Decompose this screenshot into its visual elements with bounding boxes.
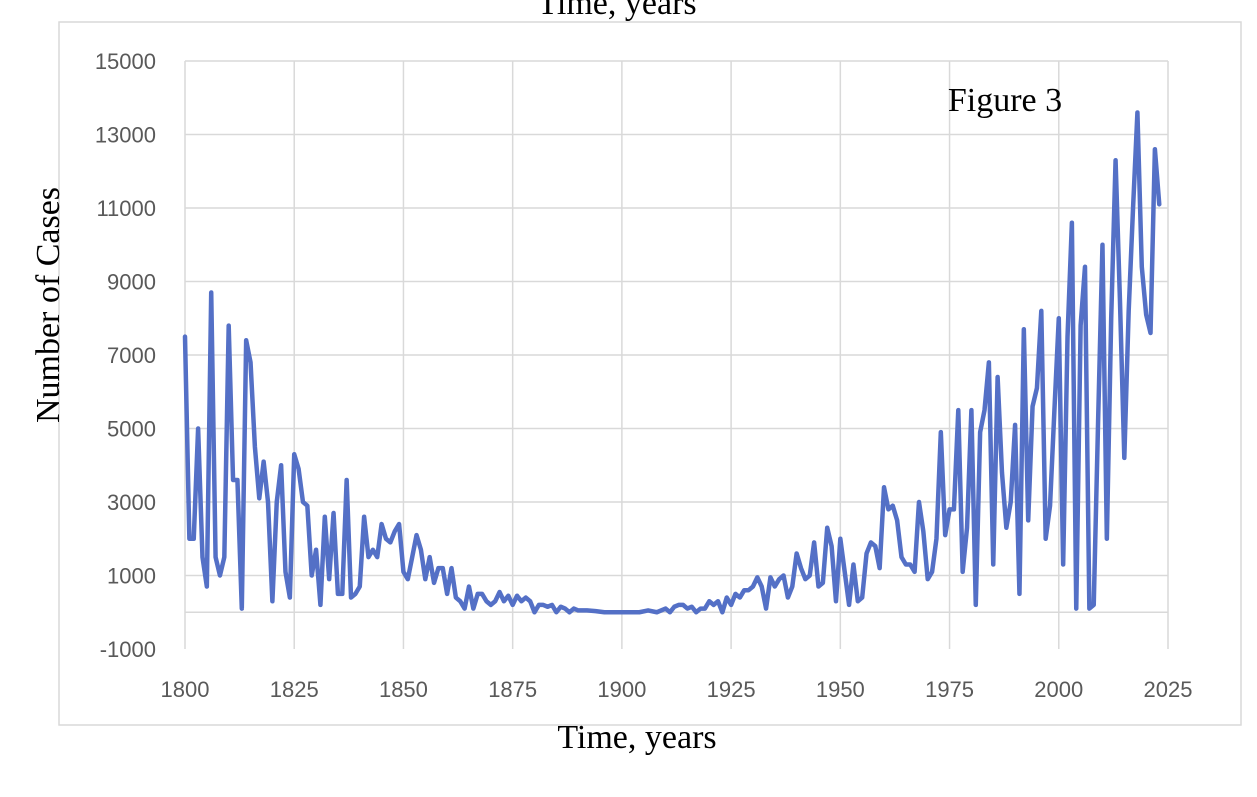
y-tick-label: 3000 [107, 490, 156, 515]
figure-annotation: Figure 3 [948, 82, 1062, 119]
x-tick-label: 2025 [1144, 677, 1193, 702]
x-tick-label: 1900 [597, 677, 646, 702]
gridlines [184, 60, 1169, 649]
y-tick-label: 7000 [107, 343, 156, 368]
y-tick-label: 1000 [107, 564, 156, 589]
x-tick-label: 1975 [925, 677, 974, 702]
x-axis-label: Time, years [557, 719, 716, 756]
x-tick-label: 2000 [1034, 677, 1083, 702]
y-axis-ticks: -1000 1000 3000 5000 7000 9000 11000 13000 15000 [95, 49, 156, 662]
y-tick-label: 13000 [95, 123, 156, 148]
y-tick-label: -1000 [100, 637, 156, 662]
y-tick-label: 11000 [96, 196, 156, 221]
x-axis-ticks: 1800 1825 1850 1875 1900 1925 1950 1975 2000 2025 [161, 677, 1193, 702]
y-tick-label: 9000 [107, 270, 156, 295]
chart-area-border [58, 21, 1242, 726]
y-tick-label: 15000 [95, 49, 156, 74]
y-tick-label: 5000 [107, 417, 156, 442]
chart-title: Time, years [537, 0, 696, 22]
x-tick-label: 1850 [379, 677, 428, 702]
y-axis-label: Number of Cases [30, 187, 67, 423]
series-line [182, 110, 1162, 615]
x-tick-label: 1825 [270, 677, 319, 702]
x-tick-label: 1950 [816, 677, 865, 702]
x-tick-label: 1875 [488, 677, 537, 702]
x-tick-label: 1925 [707, 677, 756, 702]
x-tick-label: 1800 [161, 677, 210, 702]
